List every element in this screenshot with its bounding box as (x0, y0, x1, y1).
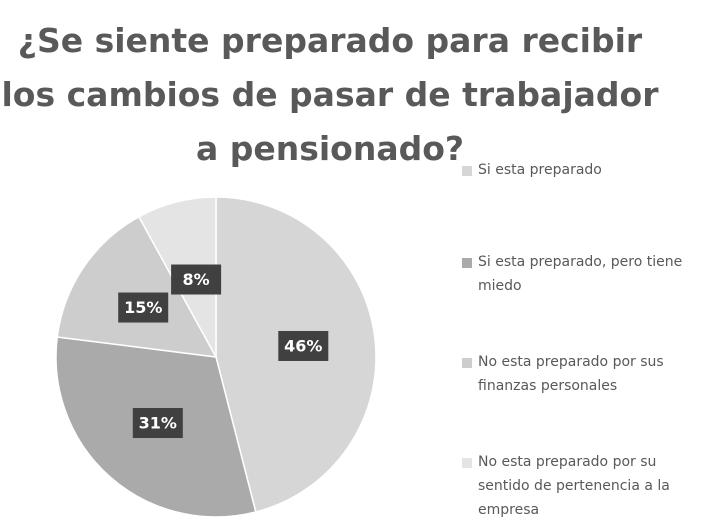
data-label-box (118, 292, 169, 323)
legend-label: No esta preparado por sus finanzas perso… (478, 354, 664, 394)
legend-entry: Si esta preparado, pero tiene miedo (462, 250, 712, 298)
legend-label: No esta preparado por su sentido de pert… (478, 454, 670, 518)
legend-swatch (462, 358, 472, 368)
data-label-text: 31% (139, 414, 177, 433)
legend-swatch (462, 166, 472, 176)
legend-label: Si esta preparado (478, 162, 602, 178)
data-label-box (171, 264, 222, 295)
legend-label: Si esta preparado, pero tiene miedo (478, 254, 683, 294)
data-label: 46% (278, 330, 329, 361)
data-label: 15% (118, 292, 169, 323)
legend-swatch (462, 258, 472, 268)
legend-entry: Si esta preparado (462, 158, 712, 182)
legend-entry: No esta preparado por su sentido de pert… (462, 450, 712, 522)
data-label: 8% (171, 264, 222, 295)
data-label-box (132, 408, 183, 439)
data-label: 31% (132, 408, 183, 439)
data-label-text: 8% (183, 270, 210, 289)
chart-title: ¿Se siente preparado para recibir los ca… (1, 21, 659, 168)
pie-slice (56, 215, 218, 358)
data-label-text: 15% (124, 298, 162, 317)
data-label-box (278, 330, 329, 361)
legend-entry: No esta preparado por sus finanzas perso… (462, 350, 712, 398)
data-label-text: 46% (284, 336, 322, 355)
legend-swatch (462, 458, 472, 468)
